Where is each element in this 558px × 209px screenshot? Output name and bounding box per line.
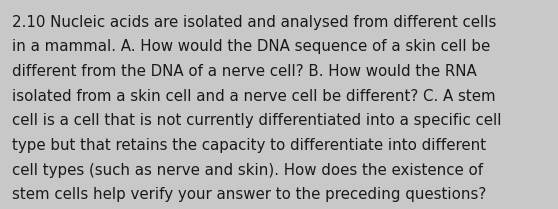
Text: cell is a cell that is not currently differentiated into a specific cell: cell is a cell that is not currently dif… <box>12 113 502 128</box>
Text: stem cells help verify your answer to the preceding questions?: stem cells help verify your answer to th… <box>12 187 487 202</box>
Text: in a mammal. A. How would the DNA sequence of a skin cell be: in a mammal. A. How would the DNA sequen… <box>12 39 490 54</box>
Text: isolated from a skin cell and a nerve cell be different? C. A stem: isolated from a skin cell and a nerve ce… <box>12 89 496 104</box>
Text: different from the DNA of a nerve cell? B. How would the RNA: different from the DNA of a nerve cell? … <box>12 64 477 79</box>
Text: 2.10 Nucleic acids are isolated and analysed from different cells: 2.10 Nucleic acids are isolated and anal… <box>12 15 497 30</box>
Text: type but that retains the capacity to differentiate into different: type but that retains the capacity to di… <box>12 138 487 153</box>
Text: cell types (such as nerve and skin). How does the existence of: cell types (such as nerve and skin). How… <box>12 163 483 178</box>
